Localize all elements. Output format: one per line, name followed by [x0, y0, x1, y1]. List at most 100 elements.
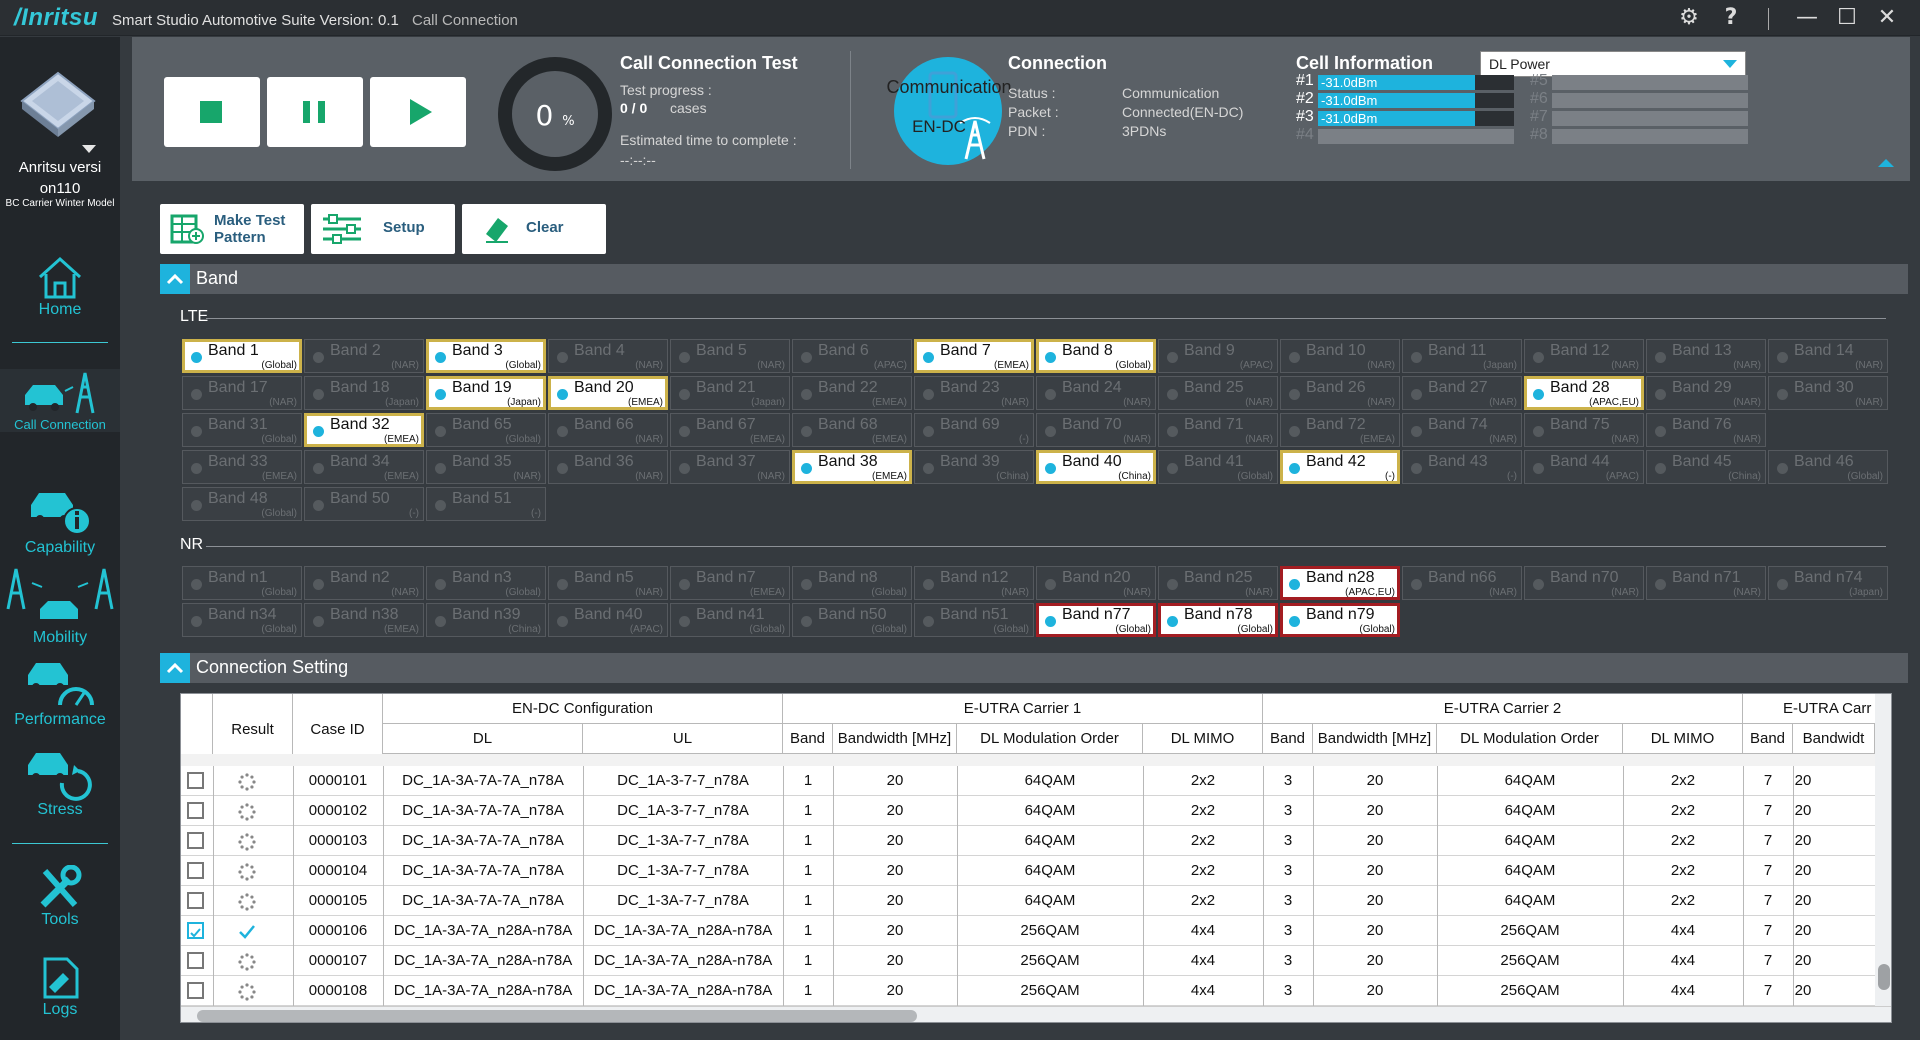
- table-row[interactable]: 0000107 DC_1A-3A-7A_n28A-n78A DC_1A-3A-7A_…: [181, 946, 1875, 976]
- band-button[interactable]: Band 76 (NAR): [1646, 413, 1766, 447]
- band-button[interactable]: Band 25 (NAR): [1158, 376, 1278, 410]
- band-button[interactable]: Band 39 (China): [914, 450, 1034, 484]
- row-checkbox[interactable]: [187, 772, 204, 789]
- table-row[interactable]: 0000108 DC_1A-3A-7A_n28A-n78A DC_1A-3A-7A_…: [181, 976, 1875, 1006]
- band-button[interactable]: Band n20 (NAR): [1036, 566, 1156, 600]
- vertical-scrollbar[interactable]: [1875, 694, 1891, 1006]
- chevron-up-icon[interactable]: [160, 653, 190, 683]
- band-button[interactable]: Band 65 (Global): [426, 413, 546, 447]
- row-checkbox[interactable]: [187, 982, 204, 999]
- band-button[interactable]: Band n51 (Global): [914, 603, 1034, 637]
- band-button[interactable]: Band 27 (NAR): [1402, 376, 1522, 410]
- band-button[interactable]: Band 18 (Japan): [304, 376, 424, 410]
- scrollbar-thumb[interactable]: [197, 1010, 917, 1022]
- nav-home[interactable]: Home: [0, 255, 120, 319]
- band-button[interactable]: Band 38 (EMEA): [792, 450, 912, 484]
- chevron-up-icon[interactable]: [160, 264, 190, 294]
- setup-button[interactable]: Setup: [311, 204, 455, 254]
- band-button[interactable]: Band n38 (EMEA): [304, 603, 424, 637]
- table-row[interactable]: 0000104 DC_1A-3A-7A-7A_n78A DC_1-3A-7-7_n7…: [181, 856, 1875, 886]
- make-test-pattern-button[interactable]: Make Test Pattern: [160, 204, 304, 254]
- band-button[interactable]: Band 37 (NAR): [670, 450, 790, 484]
- band-section-header[interactable]: Band: [160, 264, 1908, 294]
- band-button[interactable]: Band 19 (Japan): [426, 376, 546, 410]
- play-button[interactable]: [370, 77, 466, 147]
- close-button[interactable]: ✕: [1877, 5, 1897, 30]
- band-button[interactable]: Band 13 (NAR): [1646, 339, 1766, 373]
- band-button[interactable]: Band 2 (NAR): [304, 339, 424, 373]
- row-checkbox[interactable]: [187, 862, 204, 879]
- band-button[interactable]: Band n70 (NAR): [1524, 566, 1644, 600]
- band-button[interactable]: Band 50 (-): [304, 487, 424, 521]
- band-button[interactable]: Band 10 (NAR): [1280, 339, 1400, 373]
- band-button[interactable]: Band 22 (EMEA): [792, 376, 912, 410]
- band-button[interactable]: Band n28 (APAC,EU): [1280, 566, 1400, 600]
- band-button[interactable]: Band 43 (-): [1402, 450, 1522, 484]
- vertical-scrollbar-thumb[interactable]: [1878, 964, 1890, 990]
- band-button[interactable]: Band n50 (Global): [792, 603, 912, 637]
- row-checkbox[interactable]: [187, 802, 204, 819]
- band-button[interactable]: Band 48 (Global): [182, 487, 302, 521]
- band-button[interactable]: Band n78 (Global): [1158, 603, 1278, 637]
- collapse-chevron-icon[interactable]: [1878, 159, 1894, 167]
- band-button[interactable]: Band 14 (NAR): [1768, 339, 1888, 373]
- band-button[interactable]: Band 30 (NAR): [1768, 376, 1888, 410]
- band-button[interactable]: Band 35 (NAR): [426, 450, 546, 484]
- band-button[interactable]: Band 72 (EMEA): [1280, 413, 1400, 447]
- band-button[interactable]: Band 70 (NAR): [1036, 413, 1156, 447]
- band-button[interactable]: Band 36 (NAR): [548, 450, 668, 484]
- band-button[interactable]: Band 4 (NAR): [548, 339, 668, 373]
- nav-mobility[interactable]: Mobility: [0, 565, 120, 647]
- nav-capability[interactable]: Capability: [0, 477, 120, 557]
- table-row[interactable]: 0000106 DC_1A-3A-7A_n28A-n78A DC_1A-3A-7A_…: [181, 916, 1875, 946]
- band-button[interactable]: Band n77 (Global): [1036, 603, 1156, 637]
- band-button[interactable]: Band 28 (APAC,EU): [1524, 376, 1644, 410]
- settings-icon[interactable]: ⚙: [1679, 5, 1699, 30]
- table-row[interactable]: 0000102 DC_1A-3A-7A-7A_n78A DC_1A-3-7-7_n7…: [181, 796, 1875, 826]
- band-button[interactable]: Band 69 (-): [914, 413, 1034, 447]
- clear-button[interactable]: Clear: [462, 204, 606, 254]
- band-button[interactable]: Band 3 (Global): [426, 339, 546, 373]
- band-button[interactable]: Band 32 (EMEA): [304, 413, 424, 447]
- row-checkbox[interactable]: [187, 952, 204, 969]
- band-button[interactable]: Band n41 (Global): [670, 603, 790, 637]
- band-button[interactable]: Band n71 (NAR): [1646, 566, 1766, 600]
- band-button[interactable]: Band 7 (EMEA): [914, 339, 1034, 373]
- row-checkbox[interactable]: [187, 892, 204, 909]
- band-button[interactable]: Band 1 (Global): [182, 339, 302, 373]
- band-button[interactable]: Band 29 (NAR): [1646, 376, 1766, 410]
- band-button[interactable]: Band 11 (Japan): [1402, 339, 1522, 373]
- band-button[interactable]: Band 46 (Global): [1768, 450, 1888, 484]
- band-button[interactable]: Band n8 (Global): [792, 566, 912, 600]
- band-button[interactable]: Band 12 (NAR): [1524, 339, 1644, 373]
- table-row[interactable]: 0000103 DC_1A-3A-7A-7A_n78A DC_1-3A-7-7_n7…: [181, 826, 1875, 856]
- band-button[interactable]: Band n5 (NAR): [548, 566, 668, 600]
- band-button[interactable]: Band 66 (NAR): [548, 413, 668, 447]
- cell-info-select[interactable]: DL Power: [1480, 51, 1746, 77]
- nav-tools[interactable]: Tools: [0, 865, 120, 929]
- band-button[interactable]: Band n40 (APAC): [548, 603, 668, 637]
- device-chip-icon[interactable]: [18, 67, 98, 153]
- band-button[interactable]: Band 71 (NAR): [1158, 413, 1278, 447]
- band-button[interactable]: Band 40 (China): [1036, 450, 1156, 484]
- band-button[interactable]: Band 24 (NAR): [1036, 376, 1156, 410]
- band-button[interactable]: Band 17 (NAR): [182, 376, 302, 410]
- band-button[interactable]: Band 67 (EMEA): [670, 413, 790, 447]
- stop-button[interactable]: [164, 77, 260, 147]
- band-button[interactable]: Band 20 (EMEA): [548, 376, 668, 410]
- band-button[interactable]: Band 45 (China): [1646, 450, 1766, 484]
- band-button[interactable]: Band n34 (Global): [182, 603, 302, 637]
- band-button[interactable]: Band n1 (Global): [182, 566, 302, 600]
- band-button[interactable]: Band 9 (APAC): [1158, 339, 1278, 373]
- band-button[interactable]: Band 41 (Global): [1158, 450, 1278, 484]
- band-button[interactable]: Band 26 (NAR): [1280, 376, 1400, 410]
- table-row[interactable]: 0000105 DC_1A-3A-7A-7A_n78A DC_1-3A-7-7_n7…: [181, 886, 1875, 916]
- band-button[interactable]: Band n79 (Global): [1280, 603, 1400, 637]
- band-button[interactable]: Band n3 (Global): [426, 566, 546, 600]
- band-button[interactable]: Band 5 (NAR): [670, 339, 790, 373]
- band-button[interactable]: Band 44 (APAC): [1524, 450, 1644, 484]
- band-button[interactable]: Band n39 (China): [426, 603, 546, 637]
- band-button[interactable]: Band n74 (Japan): [1768, 566, 1888, 600]
- band-button[interactable]: Band 75 (NAR): [1524, 413, 1644, 447]
- nav-logs[interactable]: Logs: [0, 955, 120, 1019]
